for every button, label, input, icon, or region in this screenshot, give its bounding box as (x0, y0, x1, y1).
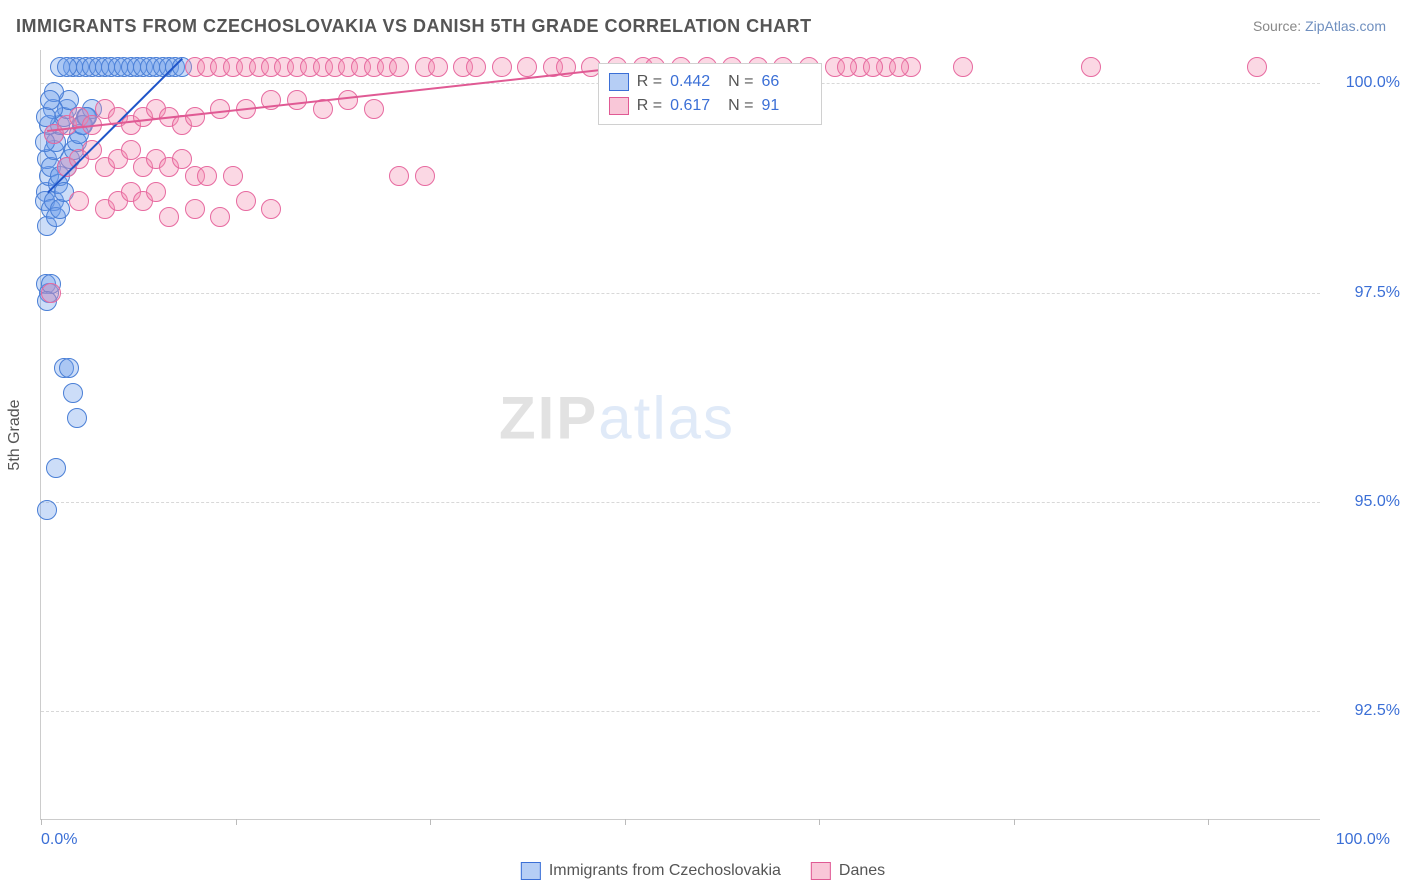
stat-n-value: 91 (761, 94, 811, 118)
x-tick (41, 819, 42, 825)
legend-swatch-b (811, 862, 831, 880)
gridline (41, 293, 1320, 294)
stat-r-value: 0.617 (670, 94, 720, 118)
stat-r-value: 0.442 (670, 70, 720, 94)
data-point (37, 500, 57, 520)
data-point (1247, 57, 1267, 77)
data-point (210, 207, 230, 227)
source-attribution: Source: ZipAtlas.com (1253, 18, 1386, 34)
data-point (185, 107, 205, 127)
data-point (159, 207, 179, 227)
data-point (953, 57, 973, 77)
legend-item-series-a: Immigrants from Czechoslovakia (521, 862, 781, 880)
y-tick-label: 100.0% (1330, 74, 1400, 92)
gridline (41, 711, 1320, 712)
stats-legend: R = 0.442 N = 66 R = 0.617 N = 91 (598, 63, 823, 125)
legend-swatch (609, 97, 629, 115)
source-label: Source: (1253, 18, 1305, 34)
data-point (338, 90, 358, 110)
x-tick (236, 819, 237, 825)
data-point (40, 90, 60, 110)
data-point (389, 57, 409, 77)
data-point (1081, 57, 1101, 77)
stat-n-label: N = (728, 70, 753, 94)
data-point (63, 383, 83, 403)
data-point (415, 166, 435, 186)
data-point (428, 57, 448, 77)
source-link[interactable]: ZipAtlas.com (1305, 18, 1386, 34)
data-point (287, 90, 307, 110)
data-point (57, 57, 77, 77)
x-axis-max-label: 100.0% (1336, 831, 1390, 849)
stat-n-value: 66 (761, 70, 811, 94)
legend-swatch-a (521, 862, 541, 880)
x-tick (819, 819, 820, 825)
legend-item-series-b: Danes (811, 862, 885, 880)
data-point (863, 57, 883, 77)
x-tick (1014, 819, 1015, 825)
data-point (236, 191, 256, 211)
x-tick (430, 819, 431, 825)
legend-label-b: Danes (839, 862, 885, 880)
data-point (69, 191, 89, 211)
stats-legend-row: R = 0.617 N = 91 (609, 94, 812, 118)
data-point (364, 99, 384, 119)
legend-label-a: Immigrants from Czechoslovakia (549, 862, 781, 880)
data-point (223, 166, 243, 186)
data-point (389, 166, 409, 186)
y-tick-label: 95.0% (1330, 493, 1400, 511)
gridline (41, 502, 1320, 503)
data-point (67, 408, 87, 428)
data-point (41, 283, 61, 303)
data-point (146, 182, 166, 202)
y-tick-label: 92.5% (1330, 702, 1400, 720)
stats-legend-row: R = 0.442 N = 66 (609, 70, 812, 94)
legend-bottom: Immigrants from Czechoslovakia Danes (521, 862, 885, 880)
stat-n-label: N = (728, 94, 753, 118)
stat-r-label: R = (637, 94, 662, 118)
data-point (59, 358, 79, 378)
data-point (197, 166, 217, 186)
x-tick (625, 819, 626, 825)
data-point (517, 57, 537, 77)
data-point (185, 199, 205, 219)
stat-r-label: R = (637, 70, 662, 94)
scatter-plot: 5th Grade 100.0%97.5%95.0%92.5%0.0%100.0… (40, 50, 1320, 820)
chart-title: IMMIGRANTS FROM CZECHOSLOVAKIA VS DANISH… (16, 16, 812, 37)
data-point (46, 458, 66, 478)
data-point (261, 199, 281, 219)
data-point (492, 57, 512, 77)
x-tick (1208, 819, 1209, 825)
y-tick-label: 97.5% (1330, 284, 1400, 302)
data-point (837, 57, 857, 77)
y-axis-title: 5th Grade (6, 399, 24, 470)
data-point (210, 99, 230, 119)
data-point (889, 57, 909, 77)
x-axis-min-label: 0.0% (41, 831, 77, 849)
legend-swatch (609, 73, 629, 91)
data-point (466, 57, 486, 77)
watermark: ZIPatlas (499, 384, 735, 453)
data-point (50, 199, 70, 219)
